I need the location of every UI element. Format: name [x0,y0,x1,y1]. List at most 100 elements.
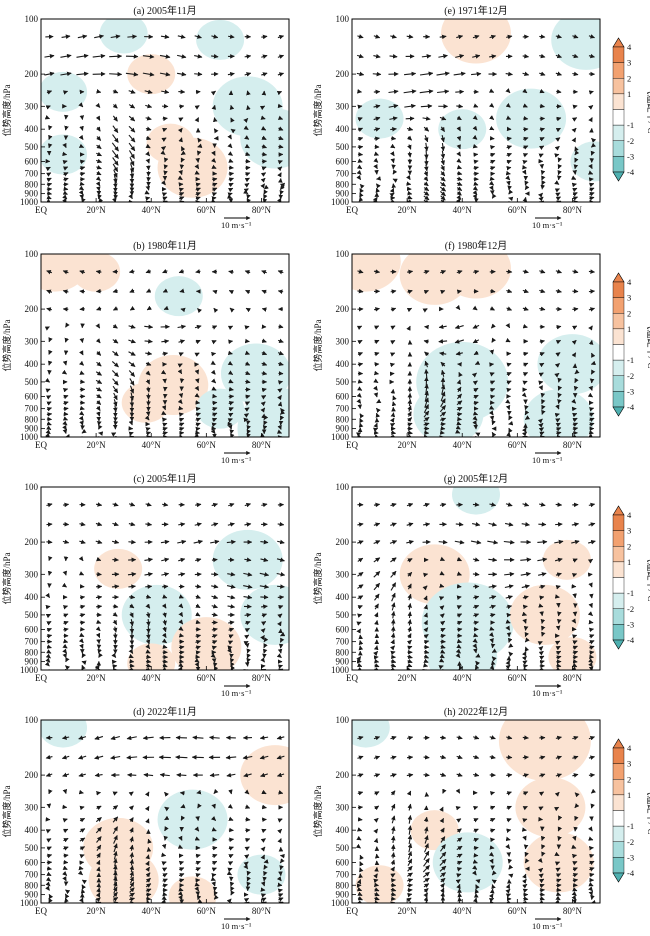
wind-arrow [590,369,596,375]
anomaly-shading [94,529,289,670]
anomaly-area [121,584,192,645]
x-tick-label: 60°N [508,440,528,450]
wind-arrow [95,859,101,866]
wind-arrow [491,193,497,199]
wind-arrow [424,368,429,378]
wind-arrow [260,177,266,183]
wind-arrow [260,183,266,189]
wind-arrow [390,570,397,578]
wind-arrow [506,828,512,833]
wind-arrow [471,870,477,876]
wind-arrow [195,873,201,878]
wind-arrow [261,804,267,810]
wind-arrow [506,159,512,165]
wind-arrow [539,88,545,94]
wind-arrow [571,398,577,404]
wind-arrow [456,126,461,132]
y-tick-label: 600 [25,624,39,634]
wind-arrow [373,828,379,834]
wind-arrow [95,405,101,412]
x-tick-label: 40°N [142,440,162,450]
wind-arrow [244,177,250,183]
wind-vectors [44,502,286,670]
wind-arrow [263,870,268,877]
y-tick-label: 300 [336,569,350,579]
wind-arrow [95,892,101,898]
wind-arrow [359,413,365,419]
wind-arrow [540,169,546,176]
wind-arrow [439,754,447,760]
wind-arrow [506,805,512,811]
wind-arrow [111,150,119,159]
wind-arrow [129,644,134,650]
wind-arrow [390,755,397,760]
wind-arrow [572,325,578,330]
wind-arrow [211,827,217,832]
wind-arrow [96,399,102,405]
wind-arrow [278,897,284,902]
wind-arrow [244,143,250,149]
colorbar-extend-bottom [612,171,625,182]
wind-arrow [162,644,168,649]
wind-arrow [440,644,446,649]
wind-arrow [244,846,250,852]
wind-arrow [113,175,118,184]
wind-arrow [522,136,529,142]
wind-arrow [62,570,68,576]
wind-arrow [212,289,218,295]
wind-arrow [279,415,285,421]
wind-arrow [423,191,430,196]
wind-arrow [259,735,269,740]
wind-arrow [571,117,578,122]
wind-arrow [96,619,102,624]
wind-arrow [162,612,167,618]
wind-arrow [277,338,284,343]
wind-arrow [456,198,461,202]
anomaly-area [441,19,511,64]
wind-arrow [488,851,494,857]
wind-arrow [440,181,446,187]
wind-arrow [62,643,68,649]
anomaly-area [237,854,286,895]
y-tick-label: 400 [25,592,39,602]
colorbar-swatch [612,78,625,95]
wind-arrow [210,653,216,659]
colorbar-tick-label: -4 [627,868,635,878]
x-tick-label: 40°N [142,673,162,683]
wind-arrow [112,626,118,633]
wind-arrow [473,103,479,108]
wind-arrow [538,646,544,651]
wind-arrow [146,619,151,627]
wind-arrow [406,772,414,778]
wind-arrow [79,632,85,638]
wind-arrow [79,159,85,165]
wind-arrow [211,164,217,169]
wind-arrow [96,866,101,872]
wind-arrow [473,400,479,406]
wind-arrow [572,71,579,77]
wind-arrow [112,805,119,810]
wind-arrow [244,407,250,412]
wind-arrow [246,648,251,654]
wind-arrow [373,612,379,618]
wind-arrow [277,584,285,589]
wind-arrow [390,639,395,645]
wind-arrow [390,611,396,619]
wind-arrow [358,640,364,646]
wind-arrow [228,171,234,177]
wind-arrow [419,71,434,77]
wind-arrow [522,431,528,437]
wind-arrow [488,668,494,670]
colorbar-extend-top [612,37,625,48]
wind-arrow [472,134,478,140]
wind-arrow [538,791,545,797]
wind-arrow [555,645,561,651]
panel-d: (d) 2022年11月1002003004005006007008009001… [1,705,290,931]
wind-arrow [440,836,446,843]
wind-arrow [244,634,250,640]
wind-arrow [406,502,414,508]
wind-arrow [357,127,363,132]
wind-arrow [574,815,579,821]
wind-arrow [263,194,268,200]
wind-arrow [277,521,285,527]
